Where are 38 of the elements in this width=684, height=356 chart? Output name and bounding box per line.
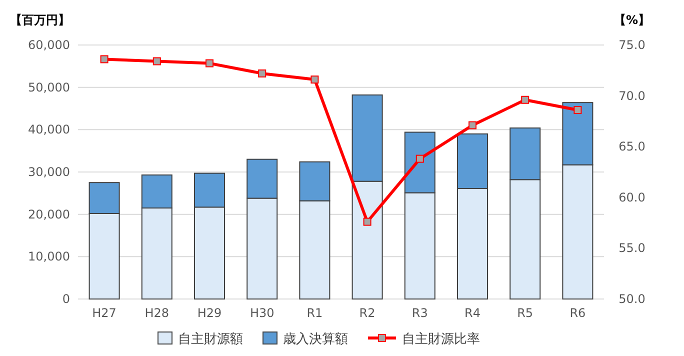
point: [100, 55, 108, 64]
x-tick-label: H29: [197, 306, 222, 320]
y2-tick-label: 75.0: [618, 38, 646, 52]
point: [152, 57, 161, 66]
legend-label: 自主財源比率: [402, 331, 480, 347]
y-tick-label: 50,000: [28, 80, 70, 94]
y2-tick-label: 50.0: [618, 292, 646, 306]
x-tick-label: R4: [464, 306, 480, 320]
y-tick-label: 20,000: [28, 207, 70, 222]
y-tick-label: 0: [62, 292, 70, 306]
x-tick-label: R3: [412, 306, 428, 320]
x-tick-label: R6: [570, 306, 586, 320]
y2-tick-label: 60.0: [618, 190, 646, 204]
y-tick-label: 30,000: [28, 165, 70, 179]
x-tick-label: H30: [250, 306, 274, 320]
legend-label: 歳入決算額: [283, 332, 348, 347]
y-axis-title: 【百万円】: [10, 13, 70, 27]
x-tick-label: R2: [359, 306, 376, 320]
x-tick-label: R5: [517, 306, 534, 320]
y2-tick-label: 65.0: [618, 140, 646, 154]
y2-axis-title: 【%】: [614, 13, 650, 27]
point: [521, 96, 530, 104]
y2-tick-label: 55.0: [618, 241, 646, 256]
y-tick-label: 40,000: [28, 122, 70, 137]
point: [363, 218, 372, 226]
x-tick-label: R1: [306, 306, 323, 320]
point: [574, 106, 582, 114]
point: [468, 121, 476, 130]
point: [310, 76, 319, 84]
point: [258, 69, 266, 78]
y-tick-label: 10,000: [28, 250, 70, 264]
point: [206, 59, 214, 68]
y-tick-label: 60,000: [28, 38, 70, 52]
point: [416, 154, 424, 163]
legend-label: 自主財源額: [178, 331, 243, 347]
x-tick-label: H28: [144, 306, 170, 320]
x-tick-label: H27: [92, 306, 116, 320]
y2-tick-label: 70.0: [618, 88, 646, 103]
